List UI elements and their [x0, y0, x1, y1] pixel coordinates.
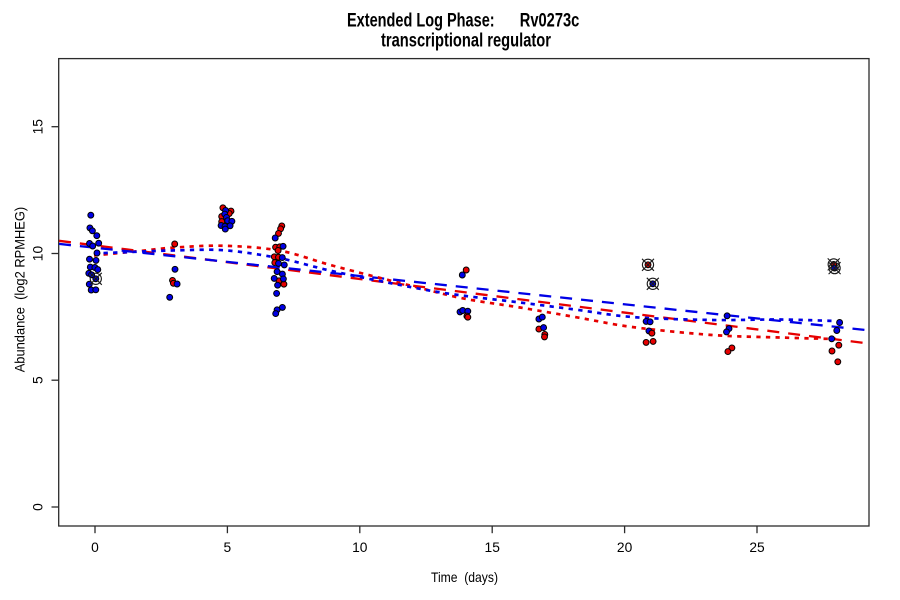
svg-text:15: 15 — [485, 540, 501, 555]
svg-text:Rv0273c: Rv0273c — [520, 11, 580, 32]
svg-text:10: 10 — [352, 540, 368, 555]
svg-text:0: 0 — [30, 503, 45, 511]
svg-text:5: 5 — [30, 376, 45, 384]
svg-text:20: 20 — [617, 540, 633, 555]
svg-text:5: 5 — [224, 540, 232, 555]
svg-text:25: 25 — [749, 540, 765, 555]
svg-text:Abundance (log2 RPMHEG): Abundance (log2 RPMHEG) — [11, 207, 27, 373]
svg-text:0: 0 — [91, 540, 99, 555]
svg-text:Time (days): Time (days) — [431, 569, 498, 585]
svg-text:transcriptional regulator: transcriptional regulator — [381, 31, 551, 52]
svg-text:Extended Log Phase:: Extended Log Phase: — [347, 11, 495, 32]
svg-text:10: 10 — [30, 246, 45, 262]
svg-text:15: 15 — [30, 119, 45, 135]
